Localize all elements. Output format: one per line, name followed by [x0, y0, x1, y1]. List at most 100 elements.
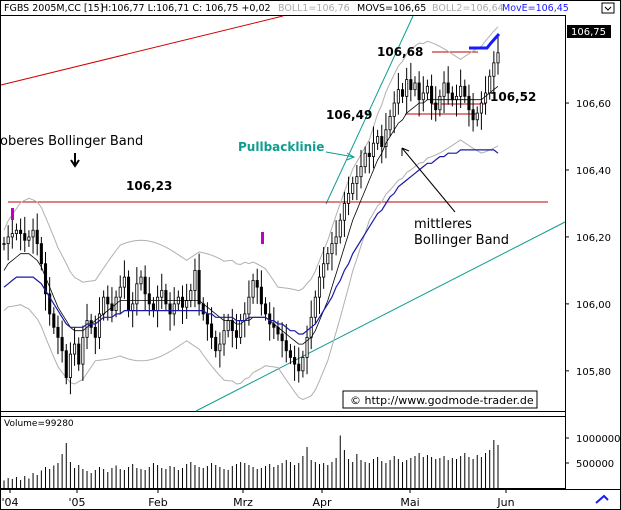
middle-band-label-1: mittleres — [414, 217, 472, 232]
x-tick-label: Mrz — [233, 496, 253, 509]
candle-body — [81, 336, 85, 365]
candle-body — [446, 82, 450, 94]
candle-body — [479, 102, 483, 114]
level-10623: 106,23 — [126, 179, 172, 193]
candle-body — [156, 296, 160, 311]
candle-body — [48, 293, 52, 315]
copyright-box — [342, 390, 538, 409]
candle-body — [496, 52, 500, 64]
candle-body — [288, 350, 292, 358]
candle-body — [135, 283, 139, 305]
candle-body — [263, 303, 268, 315]
candle-body — [280, 333, 284, 342]
candle-body — [118, 286, 122, 298]
candle-body — [230, 320, 234, 332]
candle-body — [313, 296, 317, 318]
down-arrow-icon — [70, 153, 80, 168]
candle-body — [122, 276, 126, 288]
volume-panel-frame — [0, 416, 566, 489]
candle-body — [2, 243, 6, 246]
candle-body — [284, 340, 288, 352]
candle-body — [405, 79, 409, 97]
header-movs: MOVS=106,65 — [357, 3, 426, 14]
candle-body — [131, 303, 135, 311]
candle-body — [492, 62, 496, 77]
candle-body — [247, 296, 251, 315]
volume-label: Volume=99280 — [4, 419, 74, 429]
candle-body — [31, 229, 35, 238]
breakout-marker — [469, 33, 501, 50]
candle-body — [367, 152, 371, 157]
y-tick-label: 106,20 — [576, 233, 611, 244]
candle-body — [222, 330, 226, 345]
candle-body — [60, 336, 64, 352]
header-symbol: FGBS 2005M,CC [15] — [4, 3, 103, 14]
candle-body — [56, 326, 60, 338]
candle-body — [214, 336, 218, 352]
pullback-label: Pullbacklinie — [238, 140, 324, 154]
red-trend-line — [0, 15, 284, 86]
candle-body — [189, 290, 193, 301]
x-tick-label: Apr — [312, 496, 332, 509]
volume-tick-label: 500000 — [576, 459, 614, 470]
candle-body — [463, 85, 467, 97]
candle-body — [147, 293, 151, 305]
candle-body — [64, 350, 68, 378]
price-tag-box — [567, 25, 611, 38]
candle-body — [185, 300, 189, 308]
candle-body — [351, 182, 355, 194]
corner-pen-icon[interactable] — [595, 494, 609, 504]
upper-bollinger-band — [3, 26, 499, 292]
candle-body — [43, 263, 48, 295]
candle-body — [326, 253, 330, 265]
candle-body — [347, 193, 351, 204]
candle-body — [384, 129, 388, 147]
header-move: MovE=106,45 — [502, 3, 569, 14]
candle-body — [143, 276, 147, 295]
y-tick-label: 106,00 — [576, 300, 611, 311]
candle-body — [35, 229, 39, 245]
level-10652: 106,52 — [490, 90, 536, 104]
marker-candle-mid — [261, 232, 264, 244]
volume-tick-label: 1000000 — [576, 434, 621, 445]
candle-body — [376, 136, 380, 144]
candle-body — [301, 357, 305, 372]
header-arrow-icon — [604, 6, 612, 11]
candle-body — [193, 270, 197, 291]
candle-body — [425, 85, 429, 94]
candle-body — [334, 236, 338, 245]
header-box-icon[interactable] — [601, 2, 615, 14]
candle-body — [322, 263, 326, 278]
candle-body — [434, 102, 438, 111]
lower-bollinger-band — [3, 139, 499, 401]
y-tick-label: 106,40 — [576, 166, 611, 177]
middle-bollinger-line — [3, 85, 499, 345]
candle-body — [102, 296, 106, 315]
candle-body — [471, 109, 475, 121]
candle-body — [293, 357, 297, 365]
candle-body — [160, 290, 164, 298]
candle-body — [106, 296, 110, 305]
candle-body — [255, 280, 259, 288]
candle-body — [330, 243, 334, 255]
header-boll2: BOLL2=106,64 — [432, 3, 504, 14]
candle-body — [151, 303, 155, 311]
header-ohlc: H:106,77 L:106,71 C: 106,75 +0,02 — [101, 3, 271, 14]
candle-body — [417, 82, 421, 101]
candle-body — [409, 79, 413, 91]
candle-body — [205, 313, 209, 325]
candle-body — [226, 320, 230, 332]
middle-band-label-2: Bollinger Band — [414, 233, 509, 248]
marker-candle-left — [11, 208, 14, 220]
candle-body — [164, 290, 168, 305]
x-tick-label: Feb — [148, 496, 167, 509]
upper-band-label: oberes Bollinger Band — [0, 134, 143, 149]
y-tick-label: 106,60 — [576, 99, 611, 110]
header: FGBS 2005M,CC [15] H:106,77 L:106,71 C: … — [4, 2, 615, 14]
candle-body — [73, 343, 77, 355]
candle-body — [338, 219, 342, 238]
level-10668: 106,68 — [377, 45, 423, 59]
moving-averages — [3, 85, 499, 345]
